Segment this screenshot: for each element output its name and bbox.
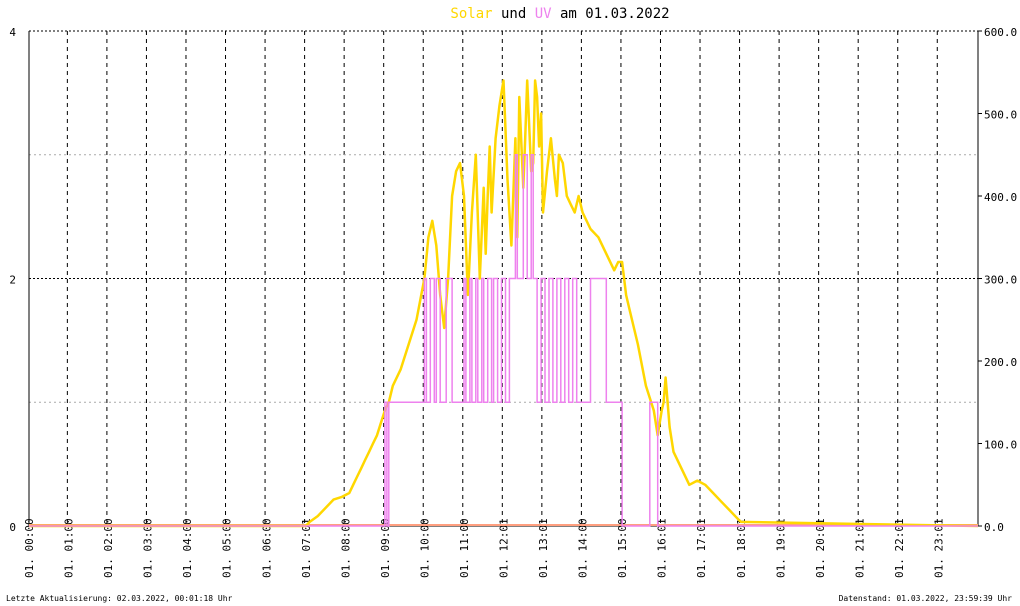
y-right-tick-label: 100.0 xyxy=(984,439,1017,452)
x-tick-label: 01. 14:00 xyxy=(577,518,590,578)
x-tick-label: 01. 16:01 xyxy=(656,518,669,578)
y-axis-left-labels: 0 2 4 xyxy=(9,26,16,534)
y-right-tick-label: 400.0 xyxy=(984,191,1017,204)
x-tick-label: 01. 15:00 xyxy=(616,518,629,578)
footer-last-update: Letzte Aktualisierung: 02.03.2022, 00:01… xyxy=(6,594,233,603)
y-right-tick-label: 0.0 xyxy=(984,521,1004,534)
title-und: und xyxy=(493,6,535,22)
series-group xyxy=(29,79,979,528)
x-tick-label: 01. 06:00 xyxy=(260,518,273,578)
x-axis-labels: 01. 00:00 01. 01:00 01. 02:00 01. 03:00 01. … xyxy=(23,518,945,578)
x-tick-label: 01. 12:01 xyxy=(498,518,511,578)
x-tick-label: 01. 11:00 xyxy=(458,518,471,578)
x-tick-label: 01. 05:00 xyxy=(221,518,234,578)
x-tick-label: 01. 20:01 xyxy=(814,518,827,578)
x-tick-label: 01. 22:01 xyxy=(893,518,906,578)
series-uv-line xyxy=(29,154,978,527)
x-tick-label: 01. 13:01 xyxy=(537,518,550,578)
x-tick-label: 01. 07:01 xyxy=(300,518,313,578)
x-tick-label: 01. 23:01 xyxy=(932,518,945,578)
title-uv: UV xyxy=(535,6,552,22)
x-tick-label: 01. 04:00 xyxy=(181,518,194,578)
x-tick-label: 01. 21:01 xyxy=(853,518,866,578)
y-right-tick-label: 200.0 xyxy=(984,356,1017,369)
x-tick-label: 01. 02:00 xyxy=(102,518,115,578)
title-date: am 01.03.2022 xyxy=(552,6,670,22)
chart-title: Solar und UV am 01.03.2022 xyxy=(450,6,669,22)
series-solar-line xyxy=(29,79,979,528)
x-tick-label: 01. 17:01 xyxy=(695,518,708,578)
y-left-tick-label: 0 xyxy=(9,521,16,534)
y-right-tick-label: 500.0 xyxy=(984,109,1017,122)
footer-data-status: Datenstand: 01.03.2022, 23:59:39 Uhr xyxy=(839,594,1013,603)
y-left-tick-label: 4 xyxy=(9,26,16,39)
x-tick-label: 01. 00:00 xyxy=(23,518,36,578)
x-tick-label: 01. 03:00 xyxy=(142,518,155,578)
x-tick-label: 01. 08:00 xyxy=(339,518,352,578)
x-tick-label: 01. 19:01 xyxy=(774,518,787,578)
x-tick-label: 01. 09:00 xyxy=(379,518,392,578)
y-axis-right-labels: 0.0 100.0 200.0 300.0 400.0 500.0 600.0 xyxy=(984,26,1017,534)
y-left-tick-label: 2 xyxy=(9,274,16,287)
y-right-tick-label: 300.0 xyxy=(984,274,1017,287)
y-right-tick-label: 600.0 xyxy=(984,26,1017,39)
x-tick-label: 01. 01:00 xyxy=(63,518,76,578)
x-tick-label: 01. 18:01 xyxy=(735,518,748,578)
x-tick-label: 01. 10:00 xyxy=(418,518,431,578)
title-solar: Solar xyxy=(450,6,492,22)
